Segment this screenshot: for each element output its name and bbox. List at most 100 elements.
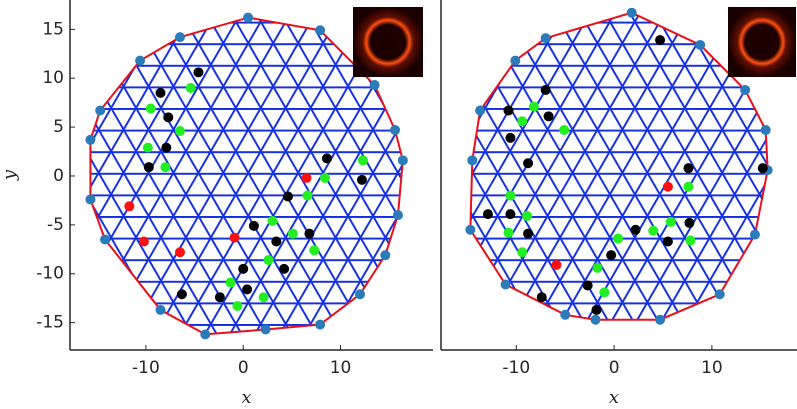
defect-point [161,142,172,153]
boundary-point [695,39,706,50]
x-tick-label: -10 [502,358,530,378]
boundary-point [355,289,366,300]
boundary-point [85,194,96,205]
defect-point [258,292,269,303]
defect-point [630,224,641,235]
boundary-point [155,304,166,315]
defect-point [505,209,516,220]
x-tick-label: 0 [609,358,620,378]
defect-point [357,155,368,166]
defect-point [523,228,534,239]
defect-point [214,292,225,303]
boundary-point [85,134,96,145]
defect-point [263,255,274,266]
boundary-point [95,105,106,116]
defect-point [193,67,204,78]
plot [465,7,773,325]
y-tick-label: 15 [42,19,64,39]
defect-point [540,84,551,95]
defect-point [145,103,156,114]
boundary-point [380,250,391,261]
defect-point [536,292,547,303]
defect-point [304,228,315,239]
boundary-point [749,229,760,240]
defect-point [160,162,171,173]
defect-point [232,301,243,312]
defect-point [185,82,196,93]
x-axis-label: x [241,387,251,408]
defect-point [757,163,768,174]
defect-point [138,236,149,247]
y-tick-label: -5 [47,215,64,235]
defect-point [684,217,695,228]
plot [85,12,408,340]
defect-point [163,112,174,123]
boundary-point [655,314,666,325]
defect-point [662,236,673,247]
y-tick-label: 0 [53,166,64,186]
defect-point [482,209,493,220]
defect-point [356,174,367,185]
defect-point [124,201,135,212]
y-tick-label: 5 [53,117,64,137]
mesh-lines [90,17,403,335]
boundary-point [390,125,401,136]
boundary-point [174,32,185,43]
mesh [90,17,403,335]
y-tick-label: 10 [42,68,64,88]
defect-point [503,105,514,116]
boundary-point [540,33,551,44]
defect-point [279,263,290,274]
boundary-point [590,314,601,325]
defect-point [242,284,253,295]
defect-point [662,181,673,192]
x-tick-label: 10 [701,358,723,378]
defect-point [599,287,610,298]
boundary-point [397,155,408,166]
defect-point [648,225,659,236]
defect-point [559,125,570,136]
defect-point [174,126,185,137]
defect-point [142,142,153,153]
defect-point [271,236,282,247]
defect-point [517,247,528,258]
x-tick-label: -10 [132,358,160,378]
defect-point [592,262,603,273]
inset-image [353,7,423,77]
defect-point [505,132,516,143]
defect-point [591,304,602,315]
defect-point [319,172,330,183]
boundary-point [100,234,111,245]
y-tick-label: -15 [36,313,64,333]
defect-point [267,215,278,226]
boundary-point [467,155,478,166]
defect-point [523,158,534,169]
boundary-point [560,309,571,320]
defect-point [683,163,694,174]
defect-point [655,35,666,46]
boundary-point [510,55,521,66]
defect-point [309,245,320,256]
defect-point [287,228,298,239]
y-axis-label: y [0,169,20,181]
defect-point [225,277,236,288]
defect-point [238,263,249,274]
boundary-point [315,319,326,330]
defect-point [613,233,624,244]
boundary-point [260,324,271,335]
boundary-point [714,289,725,300]
boundary-point [626,7,637,18]
defect-point [582,280,593,291]
boundary-point [392,210,403,221]
defect-point [302,190,313,201]
defect-point [174,247,185,258]
defect-point [685,235,696,246]
defect-point [543,111,554,122]
defect-point [517,116,528,127]
defect-point [665,216,676,227]
boundary-point [369,80,380,91]
boundary-point [243,12,254,23]
boundary-point [740,84,751,95]
defect-point [248,220,259,231]
x-tick-label: 10 [330,358,352,378]
